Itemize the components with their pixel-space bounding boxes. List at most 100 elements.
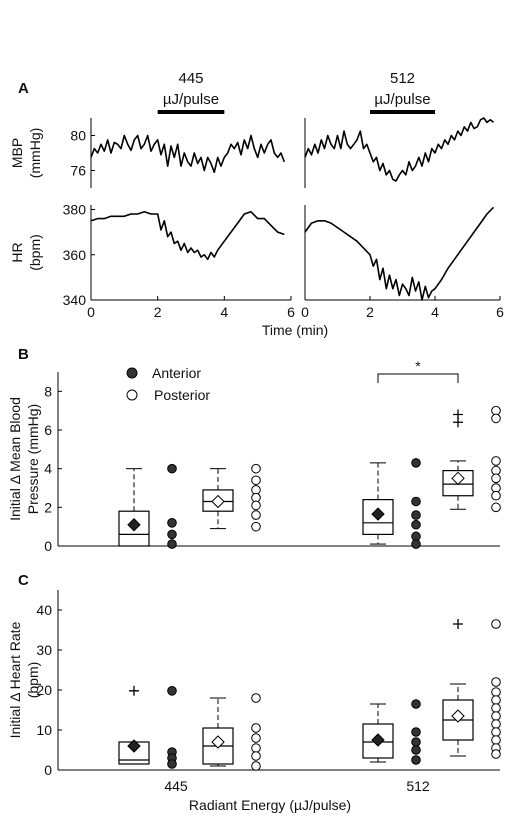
outlier-marker [453,417,463,428]
data-point [251,751,261,761]
data-point [251,463,261,474]
y-tick-label: 4 [44,461,52,477]
data-point [411,510,421,520]
data-point [491,687,501,697]
data-point [411,727,421,737]
data-point [411,745,421,755]
y-tick-label: 0 [44,762,52,778]
trace-line [304,117,495,182]
panel-label-c: C [18,572,29,589]
panel-label-b: B [18,346,29,363]
data-point [411,496,421,507]
data-point [491,413,501,424]
y-tick-label: 30 [36,642,52,658]
x-tick-label: 0 [301,304,309,320]
mean-marker [451,709,465,723]
y-tick-label: 20 [36,682,52,698]
legend-label-anterior: Anterior [152,365,201,381]
data-point [491,502,501,513]
x-tick-label: 4 [431,304,439,320]
outlier-marker [129,685,139,696]
y-tick-label: 340 [63,292,87,308]
data-point [167,686,177,696]
y-tick-label: 360 [63,247,87,263]
legend-label-posterior: Posterior [154,387,210,403]
x-tick-label: 6 [287,304,295,320]
stimulus-bar [157,110,225,114]
data-point [411,519,421,530]
data-point [251,500,261,511]
mean-marker [127,739,141,753]
data-point [411,539,421,549]
x-tick-label: 6 [496,304,504,320]
y-axis-label: MBP [9,138,25,168]
y-axis-label: Pressure (mmHg) [25,404,41,514]
data-point [491,727,501,737]
data-point [411,737,421,747]
data-point [251,521,261,532]
y-tick-label: 0 [44,538,52,554]
data-point [167,529,177,540]
y-tick-label: 40 [36,602,52,618]
x-tick-label: 2 [154,304,162,320]
data-point [411,458,421,468]
data-point [411,699,421,709]
x-tick-label: 512 [406,778,430,794]
data-point [167,759,177,769]
stimulus-unit-label: µJ/pulse [374,91,430,108]
stimulus-energy-label: 512 [390,70,415,87]
y-tick-label: 6 [44,422,52,438]
data-point [491,695,501,705]
data-point [491,619,501,629]
x-tick-label: 0 [87,304,95,320]
data-point [167,539,177,549]
data-point [491,749,501,759]
x-axis-label: Radiant Energy (µJ/pulse) [189,797,351,813]
stimulus-bar [370,110,435,114]
x-tick-label: 445 [164,778,188,794]
data-point [491,490,501,501]
data-point [251,693,261,703]
data-point [491,456,501,466]
y-axis-label: HR [9,242,25,262]
y-tick-label: 380 [63,202,87,218]
mean-marker [451,471,465,486]
stimulus-unit-label: µJ/pulse [163,91,219,108]
data-point [491,719,501,729]
trace-line [304,206,495,301]
data-point [491,473,501,484]
significance-label: * [415,358,421,374]
trace-line [90,134,286,174]
y-axis-label: (bpm) [27,234,43,271]
y-axis-label: (mmHg) [27,128,43,179]
data-point [491,711,501,721]
y-tick-label: 80 [70,128,86,144]
data-point [491,677,501,687]
y-tick-label: 76 [70,163,86,179]
data-point [251,733,261,743]
mean-marker [211,735,225,749]
y-axis-label: Initial Δ Heart Rate [7,621,23,738]
data-point [251,475,261,486]
x-tick-label: 4 [220,304,228,320]
y-tick-label: 8 [44,383,52,399]
data-point [491,703,501,713]
x-axis-label: Time (min) [262,322,328,338]
data-point [167,518,177,528]
data-point [251,761,261,771]
panel-label-a: A [18,80,29,97]
y-axis-label: Initial Δ Mean Blood [7,397,23,521]
outlier-marker [453,619,463,629]
mean-marker [127,518,141,532]
y-axis-label: (bpm) [25,662,41,699]
data-point [251,510,261,520]
data-point [167,463,177,474]
y-tick-label: 2 [44,499,52,515]
data-point [411,755,421,765]
stimulus-energy-label: 445 [178,70,203,87]
data-point [251,723,261,733]
mean-marker [211,494,225,509]
legend-marker-anterior [126,367,138,379]
data-point [251,743,261,753]
